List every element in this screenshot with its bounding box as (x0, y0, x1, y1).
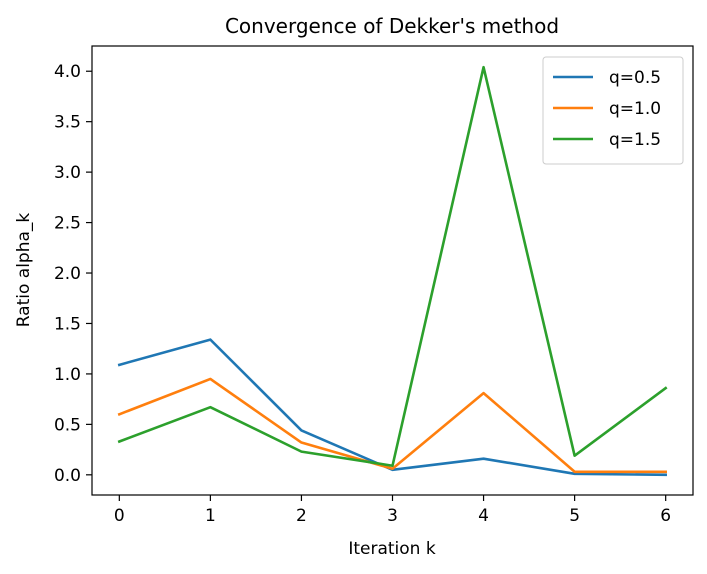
chart-title: Convergence of Dekker's method (225, 14, 559, 38)
series-line-2 (117, 65, 668, 468)
series-line-1 (117, 377, 667, 474)
y-tick-label-6: 3.0 (54, 163, 81, 183)
legend-entry-2: q=1.5 (609, 130, 661, 150)
legend-box (542, 56, 684, 165)
y-tick-label-2: 1.0 (54, 365, 81, 385)
y-tick-label-8: 4.0 (54, 62, 81, 82)
x-tick-label-5: 5 (569, 506, 580, 526)
legend-entry-1: q=1.0 (609, 99, 661, 119)
legend-entry-0: q=0.5 (609, 68, 661, 88)
plot-area (91, 45, 694, 496)
y-axis: 0.0 0.5 1.0 1.5 2.0 2.5 3.0 3.5 4.0 (54, 62, 92, 486)
y-tick-label-5: 2.5 (54, 214, 81, 234)
y-tick-label-4: 2.0 (54, 264, 81, 284)
x-axis-label: Iteration k (348, 539, 436, 559)
x-tick-label-4: 4 (478, 506, 489, 526)
x-tick-label-2: 2 (296, 506, 307, 526)
x-axis: 0 1 2 3 4 5 6 (114, 495, 671, 526)
y-axis-label: Ratio alpha_k (14, 213, 34, 328)
y-tick-label-0: 0.0 (54, 466, 81, 486)
x-tick-label-6: 6 (660, 506, 671, 526)
legend: q=0.5 q=1.0 q=1.5 (542, 56, 684, 165)
x-tick-label-0: 0 (114, 506, 125, 526)
y-tick-label-3: 1.5 (54, 314, 81, 334)
y-tick-label-7: 3.5 (54, 113, 81, 133)
x-tick-label-3: 3 (387, 506, 398, 526)
y-tick-label-1: 0.5 (54, 415, 81, 435)
x-tick-label-1: 1 (205, 506, 216, 526)
